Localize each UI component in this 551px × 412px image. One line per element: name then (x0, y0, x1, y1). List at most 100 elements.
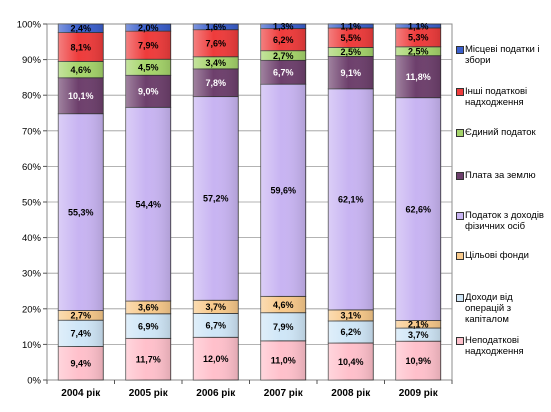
bar-segment-shading (328, 24, 374, 28)
data-label: 4,6% (70, 65, 91, 75)
legend-label: Неподаткові надходження (465, 335, 524, 357)
x-tick-label: 2008 рік (331, 388, 371, 399)
data-label: 2,7% (70, 311, 91, 321)
bar-segment-shading (125, 59, 171, 76)
legend-swatch (456, 172, 464, 180)
data-label: 12,0% (203, 354, 229, 364)
data-label: 10,9% (405, 356, 431, 366)
bar-segment-shading (125, 313, 171, 339)
data-label: 2,5% (340, 47, 361, 57)
bar-segment-shading (193, 313, 239, 338)
legend-label: Цільові фонди (465, 250, 529, 261)
bars (57, 23, 442, 381)
data-label: 7,9% (138, 40, 159, 50)
data-label: 1,3% (273, 22, 294, 32)
data-label: 2,1% (408, 320, 429, 330)
data-label: 62,6% (405, 204, 431, 214)
bar-segment-shading (395, 320, 441, 329)
bar-segment-shading (58, 24, 104, 33)
data-label: 9,0% (138, 87, 159, 97)
gridlines (43, 23, 453, 381)
x-axis-ticks: 2004 рік 2005 рік 2006 рік 2007 рік 2008 рік… (46, 380, 453, 399)
data-label: 2,4% (70, 24, 91, 34)
data-label: 8,1% (70, 42, 91, 52)
data-label: 7,4% (70, 329, 91, 339)
y-tick-label: 10% (22, 340, 42, 351)
bar-segment-shading (260, 296, 306, 313)
data-label: 2,0% (138, 23, 159, 33)
bar-segment-shading (193, 337, 239, 380)
data-label: 7,9% (273, 322, 294, 332)
y-tick-label: 20% (22, 304, 42, 315)
bar-segment-shading (193, 24, 239, 30)
x-tick-label: 2007 рік (264, 388, 304, 399)
x-tick-label: 2005 рік (129, 388, 169, 399)
bar-segment-shading (328, 309, 374, 321)
data-label: 55,3% (68, 207, 94, 217)
legend-label: Місцеві податки і збори (465, 44, 540, 66)
legend-item: Плата за землю (456, 170, 548, 181)
data-label: 10,4% (338, 357, 364, 367)
bar-segment-shading (125, 24, 171, 32)
data-label: 3,7% (205, 302, 226, 312)
x-tick-label: 2004 рік (61, 388, 101, 399)
data-label: 3,7% (408, 330, 429, 340)
data-label: 62,1% (338, 195, 364, 205)
bar-segment-shading (125, 75, 171, 108)
data-label: 3,4% (205, 58, 226, 68)
data-label: 6,2% (273, 35, 294, 45)
bar-segment-shading (193, 96, 239, 301)
data-label: 11,0% (271, 356, 296, 366)
x-tick-label: 2006 рік (196, 388, 236, 399)
data-label: 7,6% (205, 39, 226, 49)
bar-segment-shading (193, 29, 239, 57)
x-tick-label: 2009 рік (399, 388, 439, 399)
y-tick-label: 90% (22, 55, 42, 66)
bar-segment-shading (395, 97, 441, 321)
bar-segment-shading (58, 310, 104, 321)
bar-segment-shading (125, 31, 171, 60)
y-tick-label: 100% (17, 20, 42, 31)
bar-segment-shading (395, 341, 441, 380)
legend-item: Цільові фонди (456, 250, 548, 261)
data-label: 6,7% (205, 321, 226, 331)
bar-segment-shading (125, 300, 171, 314)
bar-segment-shading (395, 46, 441, 56)
y-tick-label: 60% (22, 162, 42, 173)
y-axis-ticks: 0% 10% 20% 30% 40% 50% 60% 70% 80% 90% 100% (17, 20, 42, 387)
bar-segment-shading (328, 47, 374, 57)
bar-segment-shading (260, 312, 306, 341)
legend-label: Податок з доходів фізичних осіб (465, 210, 544, 232)
legend-item: Інші податкові надходження (456, 86, 548, 108)
data-label: 3,1% (340, 311, 361, 321)
legend-swatch (456, 129, 464, 137)
data-label: 57,2% (203, 194, 229, 204)
data-label: 6,9% (138, 321, 159, 331)
legend-label: Плата за землю (465, 170, 536, 181)
bar-segment-shading (260, 60, 306, 85)
data-label: 9,4% (70, 359, 91, 369)
bar-segment-shading (125, 107, 171, 301)
data-label: 4,6% (273, 300, 294, 310)
y-tick-label: 40% (22, 233, 42, 244)
legend-item: Податок з доходів фізичних осіб (456, 210, 548, 232)
bar-segment-shading (193, 300, 239, 314)
legend-swatch (456, 212, 464, 220)
bar-segment-shading (328, 320, 374, 343)
data-label: 1,6% (205, 22, 226, 32)
data-label: 1,1% (408, 21, 429, 31)
data-label: 11,7% (136, 354, 161, 364)
bar-segment-shading (58, 77, 104, 114)
bar-segment-shading (58, 61, 104, 78)
bar-segment-shading (260, 340, 306, 380)
bar-segment-shading (58, 346, 104, 380)
bar-segment-shading (125, 338, 171, 380)
bar-segment-shading (260, 24, 306, 29)
data-label: 7,8% (205, 78, 226, 88)
data-label: 9,1% (340, 68, 361, 78)
bar-segment-shading (328, 27, 374, 48)
legend-label: Єдиний податок (465, 127, 536, 138)
bar-segment-shading (260, 28, 306, 51)
